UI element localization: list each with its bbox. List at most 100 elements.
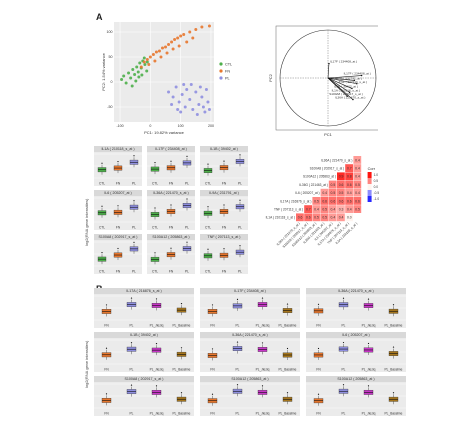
- heatmap-cell-value: 0.9: [339, 175, 344, 179]
- boxplot-b-group-label: PL_Jieziq: [256, 412, 270, 416]
- heatmap-legend-tick: -1.0: [374, 197, 380, 201]
- scatter-point-fn: [153, 59, 157, 63]
- boxplot-a-panel-title: S100A12 ( 205863_at ): [147, 234, 195, 240]
- heatmap-legend-tick: 0.0: [374, 185, 379, 189]
- scatter-point-pl: [174, 85, 178, 89]
- scatter-xtick-label: 100: [178, 124, 184, 128]
- boxplot-grid-b: log2(RNA gene intensities) IL17A ( 21687…: [84, 288, 406, 418]
- boxplot-b-group-label: PL_Baseline: [279, 412, 297, 416]
- heatmap-cell-value: 0.4: [314, 208, 319, 212]
- heatmap-cell: [345, 180, 353, 189]
- boxplot-a-group-label: FN: [116, 226, 121, 230]
- scatter-point-ctl: [142, 56, 146, 60]
- heatmap-cell-value: 0.6: [347, 183, 352, 187]
- scatter-point-pl: [179, 110, 183, 114]
- scatter-point-ctl: [122, 74, 126, 78]
- scatter-point-ctl: [145, 60, 149, 64]
- scatter-point-pl: [201, 105, 205, 109]
- boxplot-a-outlier: [101, 252, 103, 254]
- boxplot-b-outlier: [180, 303, 183, 305]
- boxplot-b-panel-svg: FN PL PL_Jieziq PL_Baseline: [306, 339, 406, 372]
- scatter-point-fn: [148, 55, 152, 59]
- boxplot-b-outlier: [261, 297, 264, 299]
- boxplot-a-outlier: [154, 162, 156, 164]
- scatter-point-fn: [151, 53, 155, 56]
- heatmap-row-label: IL6 ( 205207_at ): [295, 191, 319, 195]
- scatter-ylabel: PC2: 1.54% variance: [101, 52, 106, 90]
- heatmap-cell: [353, 197, 362, 205]
- heatmap-cell-value: 0.5: [331, 183, 336, 187]
- boxplot-b-outlier: [155, 298, 158, 300]
- boxplot-a-panel: S100A12 ( 205863_at ) CTL FN PL: [147, 234, 195, 274]
- boxplot-a-panel-title: IL1B ( 39402_at ): [200, 146, 248, 152]
- heatmap-cell: [337, 172, 345, 181]
- boxplot-a-outlier: [223, 248, 225, 250]
- heatmap-cell-value: 0.6: [339, 199, 344, 203]
- heatmap-cell-value: 0.5: [314, 216, 319, 220]
- heatmap-cell-value: 0.4: [355, 191, 360, 195]
- biplot-vector-head: [360, 74, 363, 77]
- biplot-vector-head: [356, 83, 358, 85]
- biplot-vector-label: IL36A ( 221470_s_at ): [335, 96, 365, 100]
- boxplot-b-group-label: PL_Baseline: [385, 324, 403, 328]
- heatmap-cell: [337, 188, 345, 197]
- heatmap-cell-value: 0.6: [355, 199, 360, 203]
- scatter-ytick-label: 0: [111, 80, 113, 84]
- heatmap-cell: [353, 188, 362, 197]
- heatmap-cell-value: 0.5: [355, 208, 360, 212]
- scatter-point-fn: [185, 40, 189, 44]
- heatmap-cell: [337, 205, 345, 213]
- boxplot-b-outlier: [392, 304, 395, 306]
- heatmap-legend-swatch: [367, 172, 372, 178]
- heatmap-cell-value: 0.8: [347, 175, 352, 179]
- boxplot-a-panel: IL1A ( 210118_s_at ) CTL FN PL: [94, 146, 142, 186]
- boxplot-a-outlier: [170, 204, 172, 206]
- heatmap-cell: [337, 197, 345, 205]
- scatter-legend-label: CTL: [225, 62, 232, 66]
- heatmap-cell-value: 0.4: [339, 216, 344, 220]
- boxplot-a-outlier: [207, 206, 209, 208]
- boxplot-a-outlier: [207, 248, 209, 250]
- heatmap-row-label: IL17A ( 216876_s_at ): [280, 199, 311, 203]
- scatter-point-fn: [170, 40, 174, 44]
- boxplot-a-group-label: CTL: [152, 226, 158, 230]
- boxplot-b-group-label: PL: [130, 412, 134, 416]
- scatter-legend-dot: [219, 76, 223, 80]
- scatter-point-pl: [204, 88, 208, 91]
- boxplot-a-group-label: CTL: [205, 270, 211, 274]
- scatter-plot-area: [114, 22, 214, 122]
- boxplot-b-panel-title: IL36A ( 221470_s_at ): [200, 332, 300, 338]
- boxplot-a-outlier: [186, 198, 188, 200]
- boxplot-a-group-label: PL: [185, 226, 189, 230]
- boxplot-a-outlier: [186, 155, 188, 157]
- boxplot-a-group-label: CTL: [205, 226, 211, 230]
- boxplot-a-outlier: [186, 241, 188, 243]
- heatmap-cell: [345, 205, 353, 213]
- heatmap-cell-value: 0.3: [339, 208, 344, 212]
- boxplot-b-outlier: [392, 346, 395, 348]
- scatter-point-fn: [157, 49, 161, 53]
- scatter-ytick-label: -50: [107, 105, 112, 109]
- biplot-vector: [327, 77, 353, 89]
- boxplot-a-outlier: [133, 241, 135, 243]
- biplot-vector-label: TNF ( 207113_s_at ): [339, 80, 367, 84]
- boxplot-b-outlier: [261, 385, 264, 387]
- boxplot-a-outlier: [223, 204, 225, 206]
- boxplot-a-group-label: FN: [222, 270, 227, 274]
- boxplot-a-group-label: CTL: [99, 182, 105, 186]
- biplot-vector-label: IL9A ( 231791_at ): [336, 76, 361, 80]
- boxplot-a-group-label: FN: [169, 270, 174, 274]
- scatter-point-fn: [165, 51, 169, 55]
- biplot-vector-label: IL17F ( 234408_at ): [330, 60, 357, 64]
- heatmap-legend-tick: 0.5: [374, 179, 379, 183]
- boxplot-b-group-label: PL_Baseline: [385, 368, 403, 372]
- boxplot-a-panel-svg: CTL FN PL: [200, 197, 248, 230]
- scatter-point-pl: [203, 110, 207, 114]
- boxplot-b-group-label: FN: [316, 412, 321, 416]
- boxplot-b-outlier: [105, 393, 108, 395]
- heatmap-cell: [353, 180, 362, 189]
- boxplot-a-outlier: [154, 207, 156, 209]
- boxplot-b-group-label: PL: [236, 412, 240, 416]
- heatmap-cell: [353, 172, 362, 181]
- boxplot-b-outlier: [342, 297, 345, 299]
